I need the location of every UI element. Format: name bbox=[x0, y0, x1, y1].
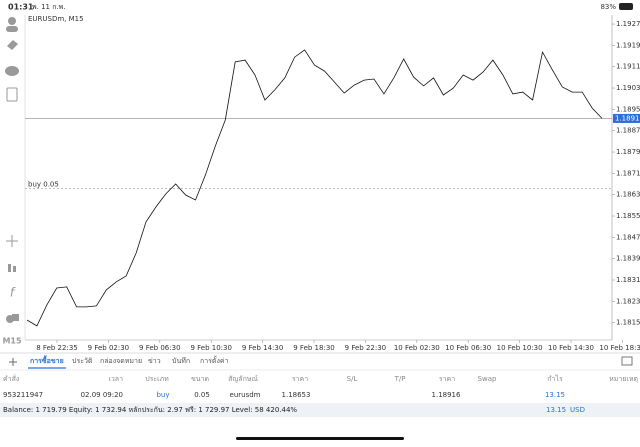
cell-symbol[interactable]: eurusdm bbox=[230, 391, 261, 399]
toolbar: f bbox=[5, 17, 19, 323]
cell-open_price[interactable]: 1.18653 bbox=[282, 391, 311, 399]
column-header: Swap bbox=[478, 375, 497, 383]
chart-title: EURUSDm, M15 bbox=[28, 15, 84, 23]
order-label: buy 0.05 bbox=[28, 181, 59, 189]
x-tick-label: 9 Feb 14:30 bbox=[242, 344, 283, 352]
column-header: กำไร bbox=[547, 374, 563, 383]
battery-icon bbox=[619, 3, 633, 10]
column-header: T/P bbox=[394, 375, 406, 383]
chat-icon[interactable] bbox=[5, 66, 19, 76]
tab[interactable]: กล่องจดหมาย bbox=[100, 357, 142, 365]
cell-type[interactable]: buy bbox=[156, 391, 169, 399]
price-line-series bbox=[26, 49, 603, 327]
column-header: ขนาด bbox=[191, 375, 209, 383]
column-header: S/L bbox=[347, 375, 358, 383]
y-tick-label: 1.18630 bbox=[616, 191, 640, 199]
x-tick-label: 9 Feb 22:30 bbox=[345, 344, 386, 352]
x-tick-label: 10 Feb 18:30 bbox=[599, 344, 640, 352]
y-tick-label: 1.18710 bbox=[616, 169, 640, 177]
cell-order[interactable]: 953211947 bbox=[3, 391, 43, 399]
battery-text: 83% bbox=[600, 3, 616, 11]
status-date: พ. 11 ก.พ. bbox=[32, 3, 66, 11]
home-indicator bbox=[236, 437, 404, 440]
y-tick-label: 1.18150 bbox=[616, 319, 640, 327]
column-header: เวลา bbox=[108, 375, 123, 383]
x-tick-label: 9 Feb 18:30 bbox=[293, 344, 334, 352]
y-tick-label: 1.19270 bbox=[616, 20, 640, 28]
x-tick-label: 9 Feb 02:30 bbox=[88, 344, 129, 352]
cell-time[interactable]: 02.09 09:20 bbox=[81, 391, 123, 399]
y-tick-label: 1.18790 bbox=[616, 148, 640, 156]
column-header: ประเภท bbox=[145, 375, 169, 383]
y-tick-label: 1.19030 bbox=[616, 84, 640, 92]
column-header: คำสั่ง bbox=[3, 374, 19, 383]
y-tick-label: 1.18390 bbox=[616, 255, 640, 263]
tab[interactable]: ประวัติ bbox=[72, 357, 93, 365]
status-time: 01:31 bbox=[8, 3, 34, 12]
cell-price[interactable]: 1.18916 bbox=[432, 391, 461, 399]
column-header: หมายเหตุ bbox=[609, 375, 638, 383]
column-header: ราคา bbox=[292, 375, 308, 383]
tab[interactable]: ข่าว bbox=[148, 357, 161, 365]
add-icon[interactable] bbox=[9, 358, 17, 366]
doc-icon[interactable] bbox=[6, 87, 18, 102]
x-tick-label: 10 Feb 14:30 bbox=[548, 344, 594, 352]
cell-volume[interactable]: 0.05 bbox=[194, 391, 210, 399]
account-icon[interactable] bbox=[8, 17, 16, 25]
column-header: ราคา bbox=[439, 375, 455, 383]
y-tick-label: 1.18550 bbox=[616, 212, 640, 220]
x-tick-label: 10 Feb 10:30 bbox=[497, 344, 543, 352]
balance-bar bbox=[0, 403, 640, 417]
balance-profit: 13.15 bbox=[546, 406, 566, 414]
tab[interactable]: การซื้อขาย bbox=[30, 354, 64, 365]
x-tick-label: 10 Feb 02:30 bbox=[394, 344, 440, 352]
y-tick-label: 1.19190 bbox=[616, 41, 640, 49]
candle-icon[interactable] bbox=[8, 264, 11, 272]
y-tick-label: 1.18470 bbox=[616, 233, 640, 241]
cell-profit[interactable]: 13.15 bbox=[545, 391, 565, 399]
x-tick-label: 9 Feb 10:30 bbox=[190, 344, 231, 352]
indicator-icon[interactable]: f bbox=[10, 286, 16, 300]
balance-text: Balance: 1 719.79 Equity: 1 732.94 หลักป… bbox=[3, 406, 297, 414]
y-tick-label: 1.18230 bbox=[616, 297, 640, 305]
balance-currency: USD bbox=[570, 406, 585, 414]
x-tick-label: 8 Feb 22:35 bbox=[36, 344, 77, 352]
y-tick-label: 1.18950 bbox=[616, 105, 640, 113]
crosshair-icon[interactable] bbox=[6, 235, 18, 247]
y-tick-label: 1.19110 bbox=[616, 63, 640, 71]
x-tick-label: 9 Feb 06:30 bbox=[139, 344, 180, 352]
account-icon-body bbox=[6, 26, 18, 32]
tab[interactable]: บันทึก bbox=[172, 356, 190, 365]
price-tag bbox=[613, 113, 640, 123]
y-tick-label: 1.18310 bbox=[616, 276, 640, 284]
panel-icon[interactable] bbox=[621, 356, 633, 366]
trade-icon[interactable] bbox=[7, 40, 18, 50]
tab[interactable]: การตั้งค่า bbox=[200, 354, 229, 365]
timeframe[interactable]: M15 bbox=[2, 337, 22, 346]
candle-icon-2 bbox=[13, 266, 16, 272]
objects-icon-2 bbox=[12, 314, 19, 321]
y-tick-label: 1.18870 bbox=[616, 127, 640, 135]
column-header: สัญลักษณ์ bbox=[228, 375, 258, 383]
x-tick-label: 10 Feb 06:30 bbox=[445, 344, 491, 352]
price-tag-label: 1.18916 bbox=[615, 114, 640, 122]
